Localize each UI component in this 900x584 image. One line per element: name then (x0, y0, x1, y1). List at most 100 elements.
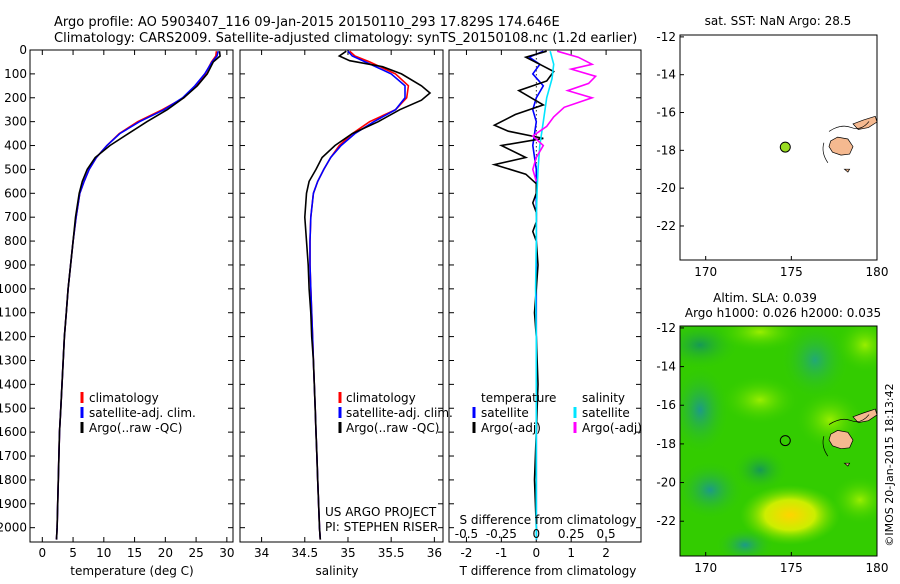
y-tick-label: 0 (19, 43, 27, 57)
reef-outline (828, 121, 870, 132)
y-tick-label: 1400 (0, 377, 27, 391)
legend-label-s-argo: Argo(-adj) (582, 421, 642, 435)
sla-map-title-2: Argo h1000: 0.026 h2000: 0.035 (685, 306, 881, 320)
legend-label-climatology: climatology (346, 391, 416, 405)
map-y-tick-label: -22 (656, 219, 676, 233)
salinity-line-2 (303, 50, 432, 540)
difference-series (491, 50, 598, 540)
difference-line-3 (531, 50, 598, 182)
fiji-landmass (822, 408, 877, 467)
x-tick-label: -1 (495, 546, 507, 560)
legend-label-t-satellite: satellite (481, 406, 529, 420)
reef-outline (822, 142, 829, 163)
sla-blob (740, 485, 840, 545)
y-tick-label: 500 (4, 162, 27, 176)
viti-levu (828, 136, 854, 156)
y-tick-label: 1000 (0, 282, 27, 296)
y-tick-label: 600 (4, 186, 27, 200)
legend-label-climatology: climatology (89, 391, 159, 405)
reef-outline (828, 414, 870, 425)
sst-argo-marker (779, 141, 791, 153)
fiji-landmass (822, 115, 878, 173)
map-x-tick-label: 175 (780, 265, 803, 279)
salinity-line-0 (309, 50, 410, 540)
legend-label-argo: Argo(..raw -QC) (89, 421, 182, 435)
salinity-series (303, 50, 432, 540)
x-tick-label: 1 (567, 546, 575, 560)
salinity-axis-label: salinity (315, 564, 358, 578)
s-tick-label: -0.25 (486, 527, 517, 541)
project-credit: US ARGO PROJECT (325, 505, 437, 519)
vanua-levu (852, 115, 878, 130)
s-tick-label: 0 (532, 527, 540, 541)
x-tick-label: 5 (69, 546, 77, 560)
legend-label-satellite: satellite-adj. clim. (346, 406, 453, 420)
map-y-tick-label: -12 (656, 30, 676, 44)
legend-label-s-satellite: satellite (582, 406, 630, 420)
difference-legend: temperature satellite Argo(-adj) salinit… (472, 391, 642, 435)
map-y-tick-label: -22 (656, 514, 676, 528)
temperature-panel: 0100200300400500600700800900100011001200… (0, 43, 641, 578)
x-tick-label: -2 (460, 546, 472, 560)
s-difference-label: S difference from climatology (460, 513, 637, 527)
y-tick-label: 1800 (0, 473, 27, 487)
y-tick-label: 1700 (0, 449, 27, 463)
salinity-line-1 (309, 50, 406, 540)
legend-label-t-argo: Argo(-adj) (481, 421, 541, 435)
y-tick-label: 900 (4, 258, 27, 272)
sla-heatmap (680, 326, 877, 556)
difference-plot-frame (448, 49, 642, 543)
sla-blob (680, 460, 745, 520)
t-difference-axis: -2 -1 0 1 2 (460, 50, 610, 560)
vanua-levu (852, 408, 877, 423)
difference-line-1 (491, 50, 555, 540)
map-y-tick-label: -20 (656, 181, 676, 195)
x-tick-label: 2 (602, 546, 610, 560)
s-tick-label: -0.5 (455, 527, 478, 541)
y-tick-label: 1200 (0, 330, 27, 344)
legend-label-argo: Argo(..raw -QC) (346, 421, 439, 435)
difference-panel: -2 -1 0 1 2 temperature satellite Argo(-adj)… (448, 49, 642, 578)
temperature-axis: 0 5 10 15 20 25 30 (38, 50, 234, 560)
s-difference-ticklabels: -0.5 -0.25 0 0.25 0.5 (455, 527, 616, 541)
salinity-legend: climatology satellite-adj. clim. Argo(..… (338, 391, 453, 435)
temperature-axis-label: temperature (deg C) (70, 564, 193, 578)
t-difference-axis-label: T difference from climatology (459, 564, 637, 578)
reef-outline (822, 436, 829, 457)
x-tick-label: 10 (96, 546, 111, 560)
x-tick-label: 30 (219, 546, 234, 560)
x-tick-label: 35 (340, 546, 355, 560)
sla-blob (732, 448, 788, 492)
sla-blob (680, 365, 730, 455)
y-tick-label: 100 (4, 67, 27, 81)
map-y-tick-label: -14 (656, 360, 676, 374)
legend-title-salinity: salinity (582, 391, 625, 405)
s-tick-label: 0.25 (558, 527, 585, 541)
map-y-tick-label: -20 (656, 476, 676, 490)
argo-float-point (779, 435, 791, 447)
y-tick-label: 1900 (0, 497, 27, 511)
map-y-tick-label: -18 (656, 437, 676, 451)
map-x-tick-label: 180 (866, 265, 889, 279)
imos-watermark: ©IMOS 20-Jan-2015 18:13:42 (883, 383, 896, 546)
map-x-tick-label: 175 (780, 561, 803, 575)
title-line-2: Climatology: CARS2009. Satellite-adjuste… (54, 31, 637, 46)
y-tick-label: 1300 (0, 353, 27, 367)
sla-map-title-1: Altim. SLA: 0.039 (713, 291, 817, 305)
map-x-tick-label: 170 (694, 265, 717, 279)
y-tick-label: 200 (4, 91, 27, 105)
pi-credit: PI: STEPHEN RISER (325, 520, 438, 534)
sla-blob (715, 527, 775, 556)
map-x-tick-label: 180 (866, 561, 889, 575)
x-tick-label: 0 (38, 546, 46, 560)
sla-argo-marker (779, 435, 791, 447)
viti-levu (828, 430, 854, 450)
legend-title-temperature: temperature (481, 391, 556, 405)
sst-map-panel: sat. SST: NaN Argo: 28.5 170 175 180 -12 -14… (656, 14, 888, 279)
x-tick-label: 25 (188, 546, 203, 560)
x-tick-label: 36 (427, 546, 442, 560)
legend-label-satellite: satellite-adj. clim. (89, 406, 196, 420)
sla-blob (835, 326, 877, 373)
map-y-tick-label: -16 (656, 398, 676, 412)
